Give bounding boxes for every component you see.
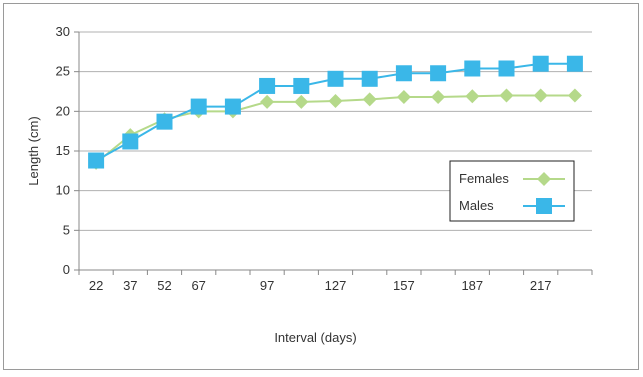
legend-label-males: Males (459, 198, 494, 213)
data-point-males (464, 60, 481, 77)
x-tick-label: 97 (260, 278, 274, 293)
data-point-males (224, 98, 241, 115)
data-point-males (395, 65, 412, 82)
data-point-females (533, 88, 548, 103)
data-point-females (328, 94, 343, 109)
legend-box (449, 160, 575, 222)
series-layer (88, 55, 583, 170)
data-point-males (498, 60, 515, 77)
y-tick-label: 10 (56, 183, 70, 198)
x-axis-title: Interval (days) (274, 330, 356, 345)
y-tick-label: 25 (56, 64, 70, 79)
data-point-males (156, 113, 173, 130)
x-tick-label: 187 (461, 278, 483, 293)
legend-marker-males (536, 198, 552, 214)
line-chart: 0 5 10 15 20 25 30 22 37 52 67 97 127 157 187 217 Leng… (26, 24, 593, 345)
x-tick-labels: 22 37 52 67 97 127 157 187 217 (89, 278, 552, 293)
data-point-males (361, 70, 378, 87)
data-point-males (430, 65, 447, 82)
data-point-females (499, 88, 514, 103)
x-tick-label: 37 (123, 278, 137, 293)
data-point-females (431, 90, 446, 105)
gridlines (74, 31, 593, 275)
x-tick-label: 52 (157, 278, 171, 293)
x-tick-label: 22 (89, 278, 103, 293)
data-point-males (566, 55, 583, 72)
y-tick-label: 0 (63, 262, 70, 277)
data-point-females (362, 92, 377, 107)
y-tick-label: 15 (56, 143, 70, 158)
y-tick-label: 30 (56, 24, 70, 39)
x-tick-label: 67 (191, 278, 205, 293)
legend: Females Males (449, 160, 575, 222)
y-axis-title: Length (cm) (26, 116, 41, 185)
y-tick-label: 20 (56, 103, 70, 118)
data-point-males (190, 98, 207, 115)
data-point-males (88, 152, 105, 169)
data-point-males (259, 77, 276, 94)
data-point-females (396, 90, 411, 105)
y-tick-label: 5 (63, 222, 70, 237)
data-point-males (327, 70, 344, 87)
data-point-females (465, 89, 480, 104)
data-point-males (532, 55, 549, 72)
data-point-females (294, 94, 309, 109)
x-tick-label: 127 (325, 278, 347, 293)
chart-frame: 0 5 10 15 20 25 30 22 37 52 67 97 127 157 187 217 Leng… (3, 3, 639, 370)
data-point-females (260, 94, 275, 109)
data-point-females (567, 88, 582, 103)
x-tick-label: 157 (393, 278, 415, 293)
y-tick-labels: 0 5 10 15 20 25 30 (56, 24, 70, 277)
legend-marker-females (537, 172, 551, 186)
series-males (88, 55, 583, 169)
x-tick-label: 217 (530, 278, 552, 293)
data-point-males (293, 77, 310, 94)
legend-label-females: Females (459, 171, 509, 186)
data-point-males (122, 133, 139, 150)
